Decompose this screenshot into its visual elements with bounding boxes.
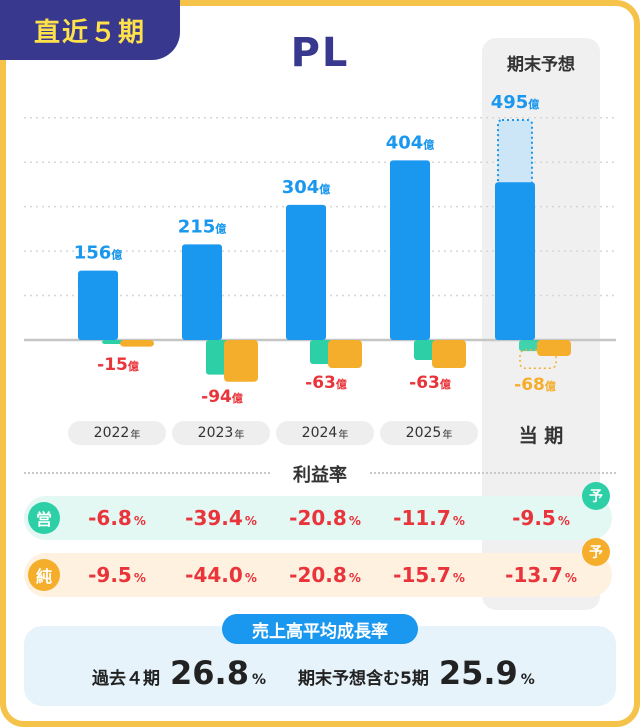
net-margin-2024: -20.8% [289, 563, 361, 587]
net-forecast-badge: 予 [582, 538, 610, 566]
net-margin-icon: 純 [28, 559, 60, 591]
revenue-bar-2025年 [390, 160, 430, 340]
net-margin-forecast: -13.7% [505, 563, 577, 587]
revenue-bar-2023年 [182, 244, 222, 340]
current-period-label: 当 期 [518, 425, 564, 447]
profit-margin-title: 利益率 [293, 465, 347, 486]
divider-right [370, 472, 616, 474]
revenue-forecast-bar-outline [497, 118, 533, 188]
chart-title: PL [290, 30, 350, 76]
growth-forecast: 期末予想含む5期 25.9 % [298, 654, 535, 692]
net-margin-2022: -9.5% [88, 563, 146, 587]
year-label-2024: 2024 年 [276, 421, 374, 445]
net-label-2025年: -63億 [409, 373, 451, 393]
net-label-2023年: -94億 [201, 387, 243, 407]
revenue-label-2025年: 404億 [386, 132, 435, 153]
net-bar-2024年 [328, 340, 362, 369]
operating-forecast-badge: 予 [582, 482, 610, 510]
net-margin-2023: -44.0% [185, 563, 257, 587]
net-bar-当期 [537, 340, 571, 356]
period-tag: 直近５期 [0, 0, 180, 60]
net-bar-2025年 [432, 340, 466, 369]
net-bar-2022年 [120, 340, 154, 347]
pl-bar-chart: 156億 -15億 215億 -94億 304億 -63億 404億 -63億 495億 -68億 [24, 92, 616, 407]
revenue-bar-2022年 [78, 270, 118, 340]
operating-margin-2023: -39.4% [185, 506, 257, 530]
operating-margin-forecast: -9.5% [512, 506, 570, 530]
revenue-bar-forecast [495, 182, 535, 340]
year-label-2022: 2022 年 [68, 421, 166, 445]
growth-past: 過去４期 26.8 % [92, 654, 266, 692]
operating-margin-2025: -11.7% [393, 506, 465, 530]
net-label-当期: -68億 [514, 375, 556, 395]
revenue-label-forecast: 495億 [491, 92, 540, 113]
forecast-header: 期末予想 [507, 55, 575, 75]
revenue-label-2024年: 304億 [282, 177, 331, 198]
net-margin-row: 純 -9.5% -44.0% -20.8% -15.7% -13.7% [24, 553, 612, 597]
net-bar-2023年 [224, 340, 258, 382]
operating-margin-2022: -6.8% [88, 506, 146, 530]
revenue-label-2022年: 156億 [74, 243, 123, 264]
operating-margin-2024: -20.8% [289, 506, 361, 530]
year-label-2025: 2025 年 [380, 421, 478, 445]
net-label-2024年: -63億 [305, 373, 347, 393]
net-label-2022年: -15億 [97, 355, 139, 375]
revenue-bar-2024年 [286, 204, 326, 340]
year-label-2023: 2023 年 [172, 421, 270, 445]
growth-rate-title: 売上高平均成長率 [222, 614, 418, 644]
revenue-label-2023年: 215億 [178, 216, 227, 237]
operating-margin-row: 営 -6.8% -39.4% -20.8% -11.7% -9.5% [24, 496, 612, 540]
divider-left [24, 472, 270, 474]
net-margin-2025: -15.7% [393, 563, 465, 587]
operating-margin-icon: 営 [28, 502, 60, 534]
